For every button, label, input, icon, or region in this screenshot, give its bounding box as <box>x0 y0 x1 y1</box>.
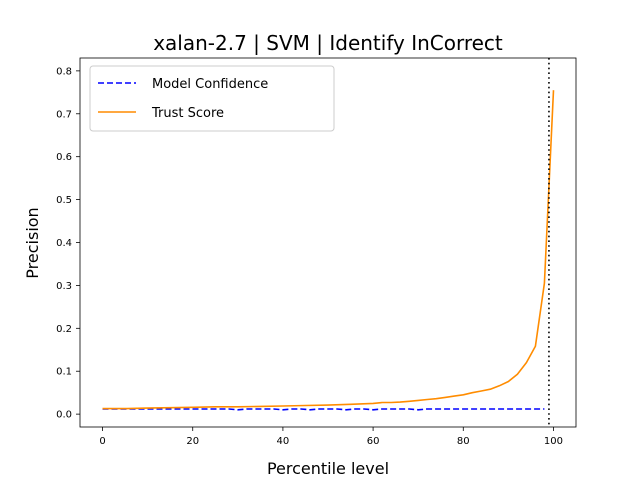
x-tick-label: 60 <box>367 436 380 447</box>
y-tick-label: 0.5 <box>56 195 72 206</box>
y-axis-label: Precision <box>23 207 42 278</box>
x-axis-ticks: 0 20 40 60 80 100 <box>99 427 563 447</box>
y-tick-label: 0.2 <box>56 324 72 335</box>
legend: Model Confidence Trust Score <box>89 65 335 132</box>
series-line-trust-score <box>102 90 555 410</box>
series-line-model-confidence <box>102 408 545 411</box>
y-tick-label: 0.1 <box>56 367 72 378</box>
legend-label-trust-score: Trust Score <box>151 106 224 121</box>
x-tick-label: 80 <box>457 436 470 447</box>
y-tick-label: 0.7 <box>56 109 72 120</box>
y-tick-label: 0.6 <box>56 152 72 163</box>
x-tick-label: 0 <box>99 436 105 447</box>
y-tick-label: 0.0 <box>56 410 72 421</box>
chart-title: xalan-2.7 | SVM | Identify InCorrect <box>153 31 503 55</box>
x-tick-label: 20 <box>186 436 199 447</box>
x-tick-label: 40 <box>277 436 290 447</box>
y-axis-ticks: 0.0 0.1 0.2 0.3 0.4 0.5 0.6 0.7 0.8 <box>56 66 80 421</box>
x-axis-label: Percentile level <box>267 459 389 478</box>
x-tick-label: 100 <box>544 436 563 447</box>
y-tick-label: 0.4 <box>56 238 72 249</box>
legend-box <box>89 65 335 132</box>
legend-label-model-confidence: Model Confidence <box>152 77 268 92</box>
y-tick-label: 0.3 <box>56 281 72 292</box>
y-tick-label: 0.8 <box>56 66 72 77</box>
series-layer <box>102 90 555 411</box>
